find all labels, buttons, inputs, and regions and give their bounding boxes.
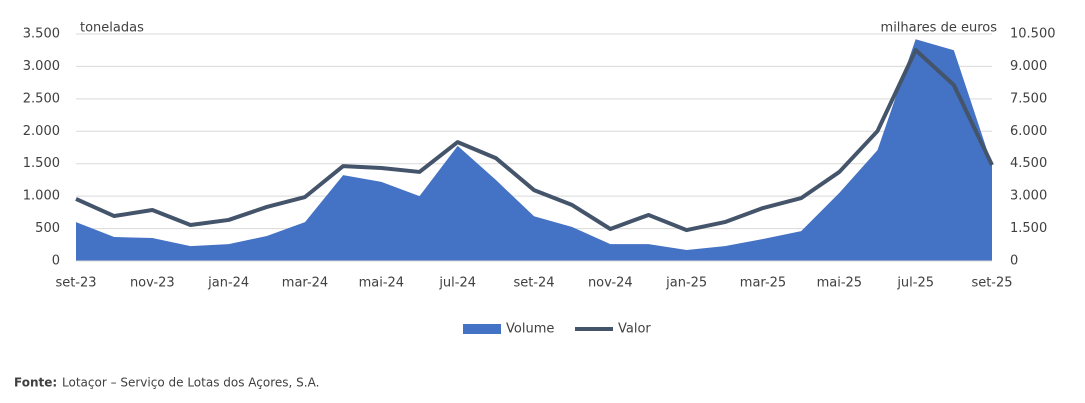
legend-swatch	[463, 324, 501, 334]
y2-tick-label: 6.000	[1010, 124, 1047, 139]
y-tick-label: 500	[35, 221, 60, 236]
y2-tick-label: 10.500	[1010, 27, 1056, 42]
x-tick-label: mar-25	[740, 276, 786, 291]
y-tick-label: 3.500	[23, 27, 60, 42]
y2-tick-label: 7.500	[1010, 91, 1047, 106]
y-tick-label: 2.000	[23, 124, 60, 139]
x-tick-label: mai-24	[359, 276, 404, 291]
x-tick-label: jul-25	[896, 276, 934, 291]
x-tick-label: set-24	[513, 276, 554, 291]
x-tick-label: set-23	[55, 276, 96, 291]
x-tick-label: set-25	[971, 276, 1012, 291]
x-tick-label: jan-24	[207, 276, 249, 291]
x-tick-label: mar-24	[282, 276, 328, 291]
y-tick-label: 3.000	[23, 59, 60, 74]
y2-tick-label: 9.000	[1010, 59, 1047, 74]
x-tick-label: nov-23	[130, 276, 175, 291]
y2-tick-label: 1.500	[1010, 221, 1047, 236]
volume-area	[76, 39, 992, 262]
y2-tick-label: 3.000	[1010, 189, 1047, 204]
y-axis-title: toneladas	[80, 21, 144, 36]
y-tick-label: 1.000	[23, 189, 60, 204]
y-tick-label: 2.500	[23, 91, 60, 106]
x-tick-label: nov-24	[588, 276, 633, 291]
y-tick-label: 0	[52, 254, 60, 269]
legend-label: Volume	[506, 322, 554, 337]
x-tick-label: mai-25	[817, 276, 862, 291]
y2-axis-title: milhares de euros	[881, 21, 998, 36]
y-tick-label: 1.500	[23, 156, 60, 171]
legend-label: Valor	[618, 322, 651, 337]
source-label: Fonte:	[14, 376, 57, 390]
valor-line	[75, 47, 994, 233]
y2-tick-label: 4.500	[1010, 156, 1047, 171]
x-tick-label: jul-24	[438, 276, 476, 291]
y2-tick-label: 0	[1010, 254, 1018, 269]
x-tick-label: jan-25	[665, 276, 707, 291]
source-text: Lotaçor – Serviço de Lotas dos Açores, S…	[62, 376, 319, 390]
